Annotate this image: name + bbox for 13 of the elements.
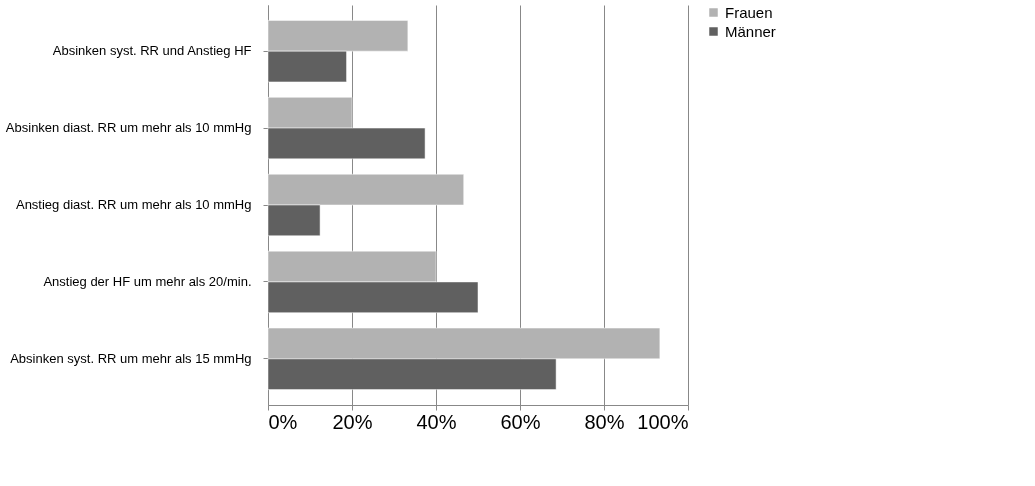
x-tick-label: 0% [268,410,298,433]
y-tick-label: Absinken diast. RR um mehr als 10 mmHg [5,120,252,136]
legend-label: Frauen [725,3,773,21]
x-tick-label: 40% [416,410,457,433]
legend-label: Männer [725,22,776,40]
x-tick-label: 60% [500,410,541,433]
x-tick-label: 100% [637,410,689,433]
x-tick-label: 80% [584,410,625,433]
y-tick-label: Absinken syst. RR um mehr als 15 mmHg [10,350,252,366]
x-tick-label: 20% [332,410,373,433]
y-tick-label: Anstieg der HF um mehr als 20/min. [43,273,252,289]
y-tick-label: Absinken syst. RR und Anstieg HF [52,43,252,59]
y-tick-label: Anstieg diast. RR um mehr als 10 mmHg [15,197,252,212]
